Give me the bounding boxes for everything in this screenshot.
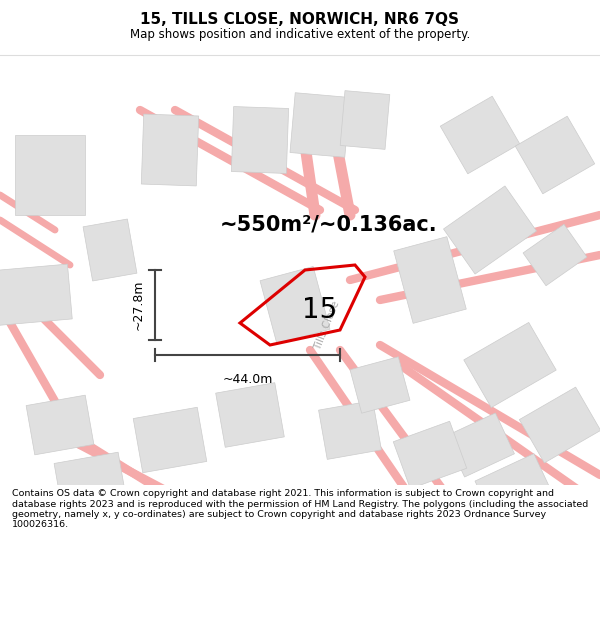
Polygon shape [340, 91, 390, 149]
Polygon shape [133, 408, 207, 472]
Text: Contains OS data © Crown copyright and database right 2021. This information is : Contains OS data © Crown copyright and d… [12, 489, 588, 529]
Polygon shape [464, 322, 556, 408]
Polygon shape [26, 395, 94, 455]
Polygon shape [0, 264, 72, 326]
Polygon shape [290, 92, 350, 158]
Text: 15: 15 [302, 296, 338, 324]
Polygon shape [260, 266, 330, 344]
Polygon shape [394, 237, 466, 323]
Polygon shape [515, 116, 595, 194]
Polygon shape [83, 219, 137, 281]
Polygon shape [232, 106, 289, 174]
Polygon shape [215, 382, 284, 448]
Polygon shape [520, 387, 600, 463]
Text: ~550m²/~0.136ac.: ~550m²/~0.136ac. [220, 215, 437, 235]
Polygon shape [523, 224, 587, 286]
Polygon shape [141, 114, 199, 186]
Polygon shape [350, 357, 410, 413]
Polygon shape [443, 186, 536, 274]
Text: Map shows position and indicative extent of the property.: Map shows position and indicative extent… [130, 28, 470, 41]
Polygon shape [319, 401, 382, 459]
Text: ~27.8m: ~27.8m [131, 280, 145, 330]
Polygon shape [15, 135, 85, 215]
Polygon shape [54, 452, 126, 508]
Text: ~44.0m: ~44.0m [223, 373, 273, 386]
Polygon shape [440, 96, 520, 174]
Polygon shape [446, 413, 514, 477]
Text: 15, TILLS CLOSE, NORWICH, NR6 7QS: 15, TILLS CLOSE, NORWICH, NR6 7QS [140, 12, 460, 27]
Polygon shape [475, 454, 555, 526]
Text: Tills Close: Tills Close [313, 300, 341, 352]
Polygon shape [393, 421, 467, 489]
